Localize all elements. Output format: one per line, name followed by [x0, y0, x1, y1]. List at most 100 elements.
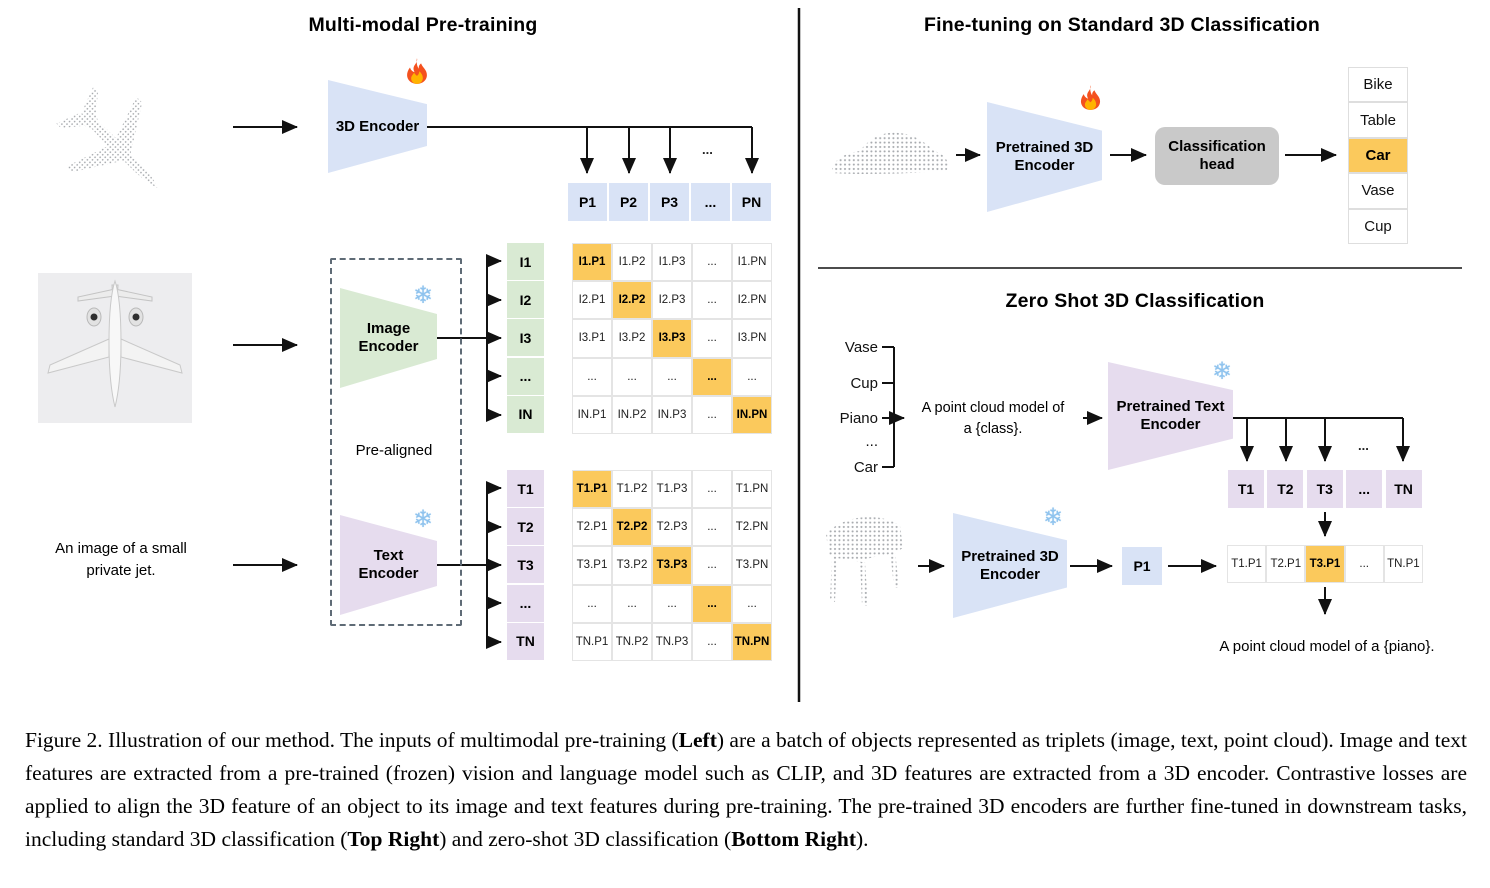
- text-encoder: Text Encoder: [340, 515, 437, 615]
- snowflake-icon: ❄: [413, 506, 434, 533]
- text-similarity-cell: T1.P2: [612, 470, 652, 509]
- image-similarity-cell: I3.P1: [572, 319, 612, 358]
- class-option: Bike: [1348, 67, 1408, 103]
- figure-caption: Figure 2. Illustration of our method. Th…: [25, 724, 1467, 856]
- zeroshot-class-label: Car: [853, 459, 878, 476]
- zs-text-feature-cell: TN: [1385, 470, 1422, 508]
- prealigned-label: Pre-aligned: [355, 442, 433, 459]
- zs-similarity-cell: TN.P1: [1383, 545, 1423, 583]
- text-similarity-cell: ...: [692, 584, 732, 623]
- t-row-ellipsis: ...: [1358, 438, 1369, 453]
- p-feature-cell: P1: [568, 183, 607, 221]
- image-similarity-cell: I2.P1: [572, 281, 612, 320]
- prompt-line2: a {class}.: [963, 421, 1023, 437]
- caption-bold-ref: Bottom Right: [731, 827, 857, 851]
- image-similarity-cell: I2.P3: [652, 281, 692, 320]
- text-similarity-cell: T2.P1: [572, 508, 612, 547]
- image-feature-cell: I1: [507, 243, 544, 280]
- p-feature-cell: ...: [691, 183, 730, 221]
- text-similarity-cell: T1.P3: [652, 470, 692, 509]
- zeroshot-title: Zero Shot 3D Classification: [1005, 290, 1265, 312]
- caption-text: ).: [856, 827, 869, 851]
- jet-image-drawing: [47, 279, 183, 408]
- image-encoder: Image Encoder: [340, 288, 437, 388]
- finetune-3d-encoder-label: Pretrained 3D Encoder: [995, 139, 1094, 174]
- image-similarity-cell: IN.P2: [612, 395, 652, 434]
- zeroshot-3d-encoder: Pretrained 3D Encoder: [953, 513, 1067, 618]
- image-similarity-cell: I1.PN: [732, 243, 772, 282]
- car-pointcloud: [832, 132, 948, 174]
- text-similarity-cell: T1.P1: [572, 470, 612, 509]
- p-feature-cell: PN: [732, 183, 771, 221]
- snowflake-icon: ❄: [1212, 358, 1233, 385]
- p-feature-cell: P3: [650, 183, 689, 221]
- text-similarity-cell: TN.P1: [572, 622, 612, 661]
- text-similarity-cell: T3.P1: [572, 546, 612, 585]
- class-option: Cup: [1348, 208, 1408, 244]
- classification-head-label: Classification head: [1168, 138, 1266, 173]
- fire-icon: [1080, 85, 1101, 110]
- p1-feature-box: P1: [1122, 547, 1162, 585]
- image-similarity-cell: IN.P1: [572, 395, 612, 434]
- finetune-title: Fine-tuning on Standard 3D Classificatio…: [923, 14, 1321, 36]
- text-similarity-cell: ...: [652, 584, 692, 623]
- zeroshot-class-label: ...: [865, 433, 878, 450]
- text-similarity-cell: ...: [692, 546, 732, 585]
- text-similarity-cell: ...: [692, 470, 732, 509]
- image-similarity-cell: I3.P2: [612, 319, 652, 358]
- class-option: Car: [1348, 137, 1408, 174]
- text-input-line1: An image of a small: [55, 540, 187, 557]
- p-row-ellipsis: ...: [702, 142, 713, 157]
- image-similarity-cell: IN.P3: [652, 395, 692, 434]
- image-similarity-cell: I2.PN: [732, 281, 772, 320]
- snowflake-icon: ❄: [413, 282, 434, 309]
- image-similarity-cell: ...: [692, 281, 732, 320]
- caption-bold-ref: Left: [678, 728, 717, 752]
- snowflake-icon: ❄: [1043, 504, 1064, 531]
- image-similarity-cell: ...: [732, 357, 772, 396]
- text-similarity-cell: ...: [612, 584, 652, 623]
- image-feature-cell: I3: [507, 319, 544, 357]
- image-similarity-cell: ...: [572, 357, 612, 396]
- text-input-line2: private jet.: [86, 562, 156, 579]
- image-similarity-cell: I1.P2: [612, 243, 652, 282]
- text-feature-cell: T2: [507, 508, 544, 546]
- text-similarity-cell: T1.PN: [732, 470, 772, 509]
- class-option: Vase: [1348, 173, 1408, 209]
- zeroshot-class-label: Cup: [850, 375, 878, 392]
- zs-similarity-cell: ...: [1344, 545, 1384, 583]
- text-feature-cell: ...: [507, 584, 544, 622]
- 3d-encoder: 3D Encoder: [328, 80, 427, 173]
- text-similarity-cell: T2.PN: [732, 508, 772, 547]
- 3d-encoder-label: 3D Encoder: [335, 117, 420, 135]
- fire-icon: [407, 58, 427, 84]
- zeroshot-class-label: Piano: [839, 410, 878, 427]
- zeroshot-class-label: Vase: [844, 339, 878, 356]
- finetune-3d-encoder: Pretrained 3D Encoder: [987, 102, 1102, 212]
- classification-head: Classification head: [1155, 127, 1279, 185]
- text-similarity-cell: T3.P2: [612, 546, 652, 585]
- caption-text: Figure 2. Illustration of our method. Th…: [25, 728, 679, 752]
- text-similarity-cell: T3.P3: [652, 546, 692, 585]
- image-feature-cell: IN: [507, 395, 544, 433]
- image-similarity-cell: I1.P3: [652, 243, 692, 282]
- text-similarity-cell: ...: [732, 584, 772, 623]
- image-similarity-cell: ...: [692, 357, 732, 396]
- zeroshot-text-encoder: Pretrained Text Encoder: [1108, 362, 1233, 470]
- image-similarity-cell: I2.P2: [612, 281, 652, 320]
- text-feature-cell: T3: [507, 546, 544, 584]
- jet-image: [38, 273, 192, 423]
- zs-text-feature-cell: ...: [1346, 470, 1383, 508]
- text-similarity-cell: ...: [572, 584, 612, 623]
- text-similarity-cell: ...: [692, 622, 732, 661]
- image-encoder-label: Image Encoder: [358, 320, 419, 355]
- caption-text: ) are a batch of objects represented as …: [25, 728, 1467, 851]
- text-similarity-cell: TN.P2: [612, 622, 652, 661]
- text-feature-cell: T1: [507, 470, 544, 507]
- text-feature-cell: TN: [507, 622, 544, 660]
- image-similarity-cell: ...: [692, 243, 732, 282]
- class-option: Table: [1348, 102, 1408, 138]
- text-encoder-label: Text Encoder: [358, 547, 419, 582]
- caption-bold-ref: Top Right: [347, 827, 440, 851]
